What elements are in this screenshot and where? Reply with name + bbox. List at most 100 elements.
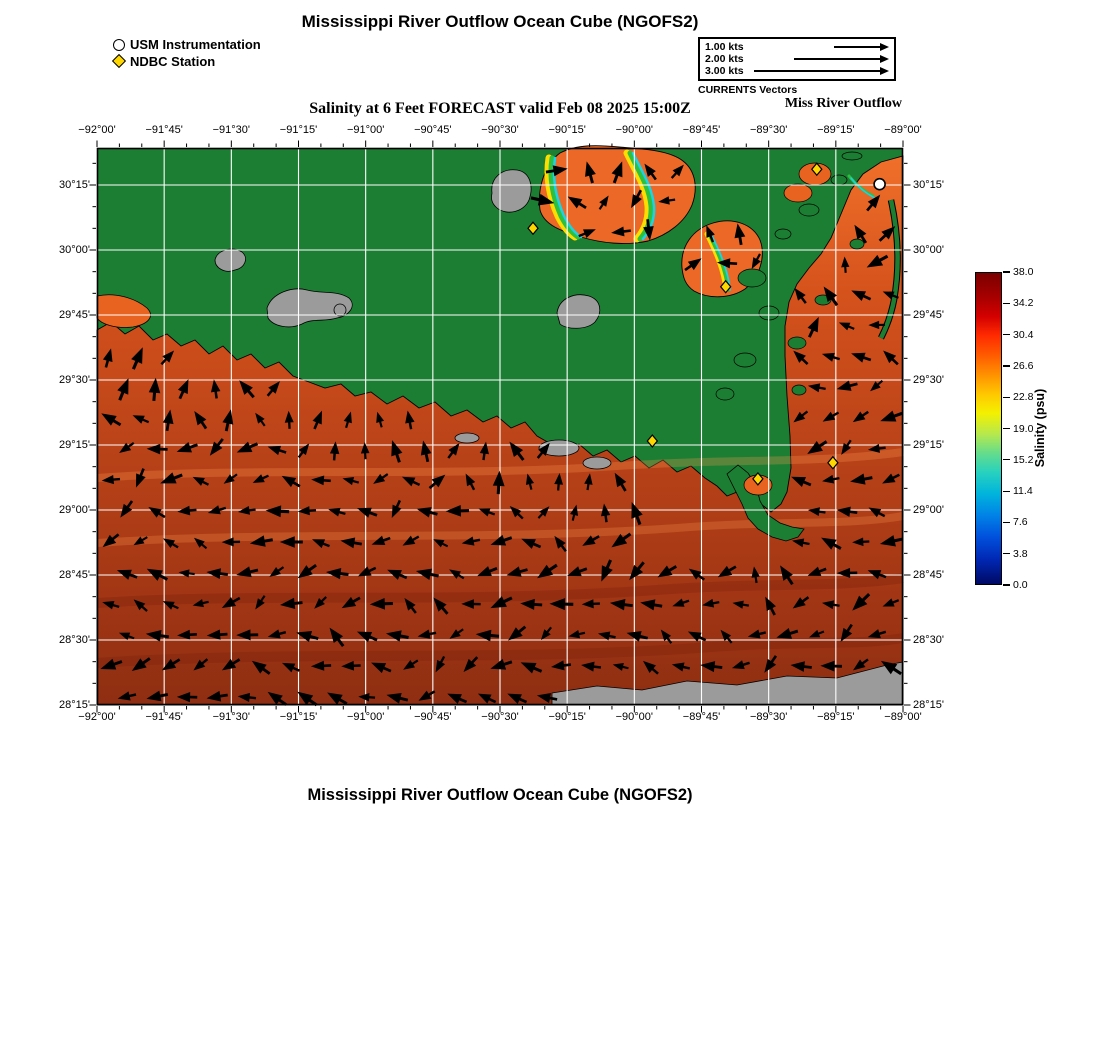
lon-tick-label-bottom: −92°00' [78,711,116,723]
colorbar-title: Salinity (psu) [1033,388,1047,468]
colorbar-tick-label: 3.8 [1013,547,1028,560]
lon-tick-label-top: −90°15' [548,124,586,136]
forecast-subtitle: Salinity at 6 Feet FORECAST valid Feb 08… [309,100,691,117]
lon-tick-label-bottom: −90°00' [615,711,654,723]
lat-tick-label-right: 30°15' [913,179,944,191]
map-frame [96,147,904,706]
ndbc-station-marker [827,455,839,470]
figure-bottom-title: Mississippi River Outflow Ocean Cube (NG… [307,786,693,804]
colorbar-tick-label: 11.4 [1013,485,1033,498]
lat-tick-label-right: 28°30' [913,634,944,646]
lat-tick-label-right: 30°00' [913,244,944,256]
lon-tick-label-bottom: −89°15' [817,711,855,723]
lon-tick-label-top: −91°30' [212,124,251,136]
colorbar-tick-label: 19.0 [1013,422,1034,435]
lon-tick-label-top: −90°00' [615,124,654,136]
lon-tick-label-bottom: −91°30' [212,711,251,723]
lat-tick-label-right: 29°00' [913,504,944,516]
vector-legend-row: 2.00 kts [705,53,889,65]
vector-legend-arrow [834,43,889,51]
ndbc-legend-icon [111,53,127,69]
lon-tick-label-top: −90°45' [414,124,452,136]
colorbar-tick [1003,365,1010,367]
colorbar-tick [1003,334,1010,336]
no-data-layer [214,169,904,706]
lat-tick-label-right: 29°45' [913,309,944,321]
lat-tick-label-left: 29°45' [59,309,90,321]
vector-legend-row: 1.00 kts [705,41,889,53]
lon-tick-label-bottom: −91°15' [279,711,318,723]
salinity-bands [96,448,904,668]
current-vectors [100,161,903,707]
lat-tick-label-left: 29°30' [59,374,90,386]
ndbc-station-marker [752,471,764,486]
colorbar-tick [1003,271,1010,273]
colorbar-tick-label: 34.2 [1013,297,1034,310]
colorbar-tick [1003,396,1010,398]
lon-tick-label-top: −89°00' [884,124,922,136]
lat-tick-label-left: 29°00' [59,504,90,516]
colorbar-tick [1003,302,1010,304]
map-area [89,140,911,713]
lon-tick-label-bottom: −90°30' [481,711,519,723]
vector-legend-label: 3.00 kts [705,65,744,77]
lon-tick-label-top: −89°15' [817,124,855,136]
colorbar [975,272,1002,585]
lat-tick-label-left: 30°15' [59,179,90,191]
lon-tick-label-bottom: −89°45' [682,711,721,723]
colorbar-tick-label: 38.0 [1013,266,1034,278]
lat-tick-label-left: 28°45' [59,569,90,581]
lon-tick-label-top: −89°45' [682,124,721,136]
axis-ticks [89,140,911,713]
lat-tick-label-right: 28°45' [913,569,944,581]
vector-legend-arrow [794,55,889,63]
ndbc-station-marker [811,162,823,177]
arrowhead-icon [880,43,889,51]
arrowhead-icon [880,67,889,75]
grid-lines [97,148,903,705]
lat-tick-label-right: 29°15' [913,439,944,451]
figure-title: Mississippi River Outflow Ocean Cube (NG… [301,12,699,31]
lon-tick-label-bottom: −89°00' [884,711,922,723]
ndbc-station-marker [646,434,659,448]
lon-tick-label-bottom: −91°45' [145,711,183,723]
currents-legend-caption: CURRENTS Vectors [698,84,798,96]
colorbar-tick [1003,584,1010,586]
ndbc-station-marker [527,221,539,236]
lat-tick-label-left: 29°15' [59,439,90,451]
usm-station-marker [873,177,886,191]
colorbar-tick [1003,490,1010,492]
ndbc-legend-label: NDBC Station [130,54,216,69]
lon-tick-label-top: −91°15' [279,124,318,136]
vector-legend-row: 3.00 kts [705,65,889,77]
lon-tick-label-top: −90°30' [481,124,519,136]
lon-tick-label-top: −92°00' [78,124,116,136]
usm-legend-label: USM Instrumentation [130,37,261,52]
colorbar-tick-label: 30.4 [1013,328,1034,341]
lat-tick-label-left: 28°30' [59,634,90,646]
lon-tick-label-bottom: −91°00' [346,711,385,723]
usm-legend-icon [113,39,125,51]
colorbar-tick [1003,427,1010,430]
colorbar-tick-label: 0.0 [1013,579,1028,591]
colorbar-tick-label: 22.8 [1013,391,1034,404]
vector-legend-label: 1.00 kts [705,41,744,53]
lat-tick-label-right: 29°30' [913,374,944,386]
currents-legend-box: 1.00 kts 2.00 kts 3.00 kts [698,37,896,81]
station-markers [527,162,886,486]
lon-tick-label-top: −91°00' [346,124,385,136]
colorbar-tick-label: 26.6 [1013,359,1034,372]
lat-tick-label-left: 30°00' [59,244,90,256]
colorbar-tick-label: 15.2 [1013,453,1034,466]
lon-tick-label-top: −89°30' [749,124,788,136]
vector-legend-arrow [754,67,889,75]
colorbar-tick-label: 7.6 [1013,516,1028,529]
lon-tick-label-top: −91°45' [145,124,183,136]
colorbar-tick [1003,553,1010,555]
lon-tick-label-bottom: −90°15' [548,711,586,723]
lat-tick-label-left: 28°15' [59,699,90,711]
colorbar-tick [1003,459,1010,461]
vector-legend-label: 2.00 kts [705,53,744,65]
colorbar-tick [1003,521,1010,524]
